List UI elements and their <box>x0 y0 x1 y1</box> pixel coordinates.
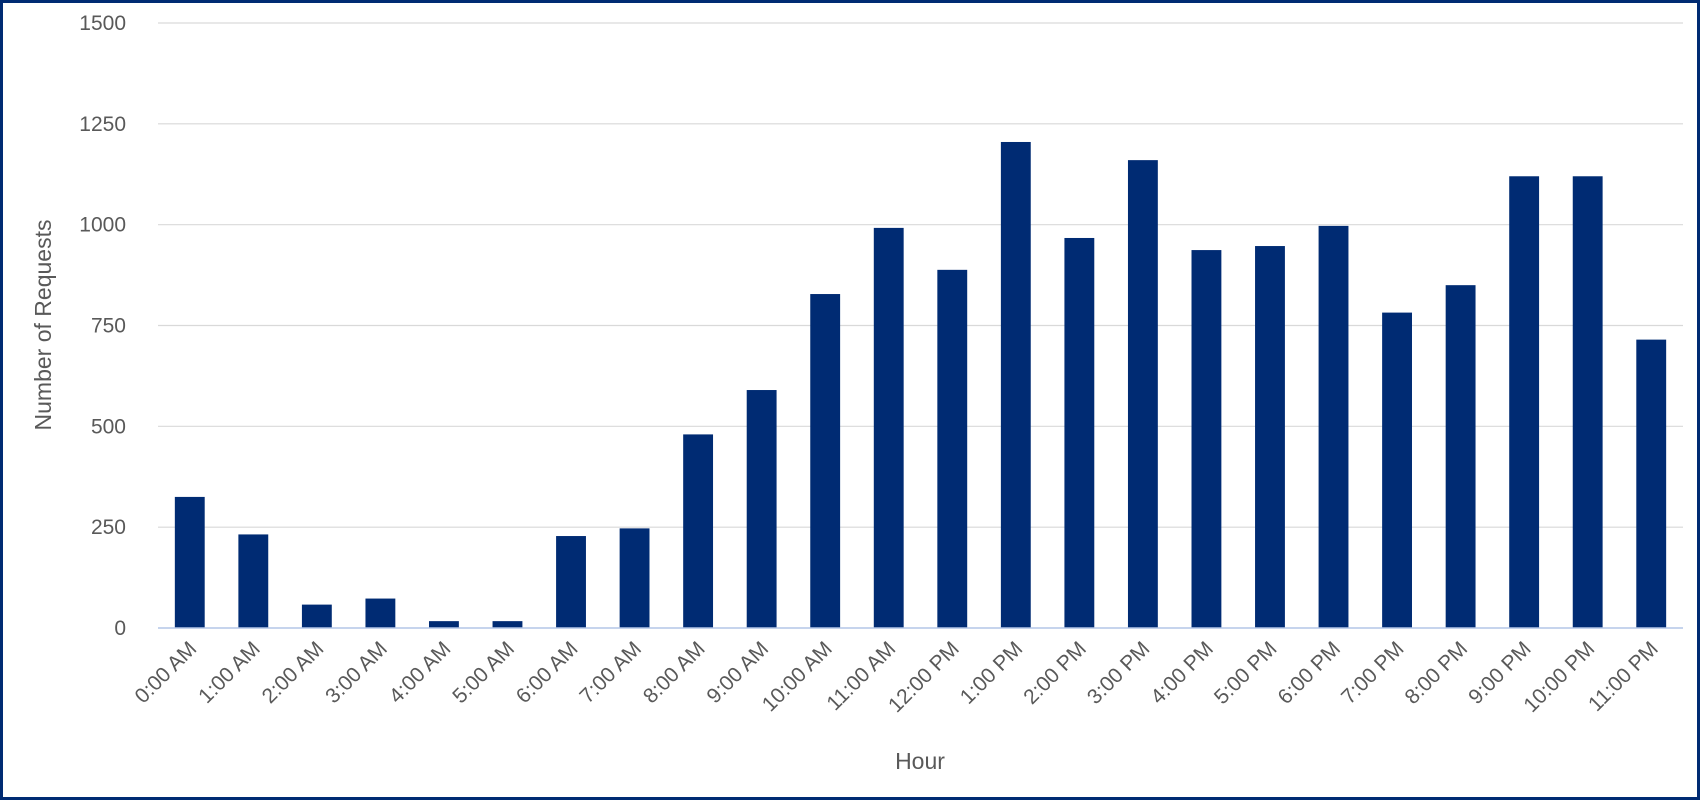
bar <box>1127 160 1158 628</box>
y-tick-label: 1250 <box>79 113 126 136</box>
y-tick-labels: 0 250 500 750 1000 1250 1500 <box>79 12 126 640</box>
x-tick-label: 7:00 AM <box>575 637 646 708</box>
bar <box>174 496 205 628</box>
bar <box>365 598 396 628</box>
x-axis-title: Hour <box>895 748 945 774</box>
gridlines <box>158 22 1683 528</box>
x-tick-label: 4:00 PM <box>1146 637 1218 709</box>
y-axis-title: Number of Requests <box>30 220 56 431</box>
bar <box>937 269 968 628</box>
bar <box>1191 250 1222 628</box>
bar <box>1572 176 1603 628</box>
bar <box>1318 225 1349 629</box>
bar <box>429 621 459 628</box>
x-tick-label: 2:00 PM <box>1019 637 1091 709</box>
bar <box>1509 176 1540 628</box>
x-tick-label: 2:00 AM <box>258 637 329 708</box>
y-tick-label: 0 <box>114 617 126 640</box>
x-tick-label: 3:00 AM <box>321 637 392 708</box>
x-tick-label: 0:00 AM <box>131 637 202 708</box>
bar <box>1000 141 1031 628</box>
bar <box>301 604 332 628</box>
bar <box>1382 312 1412 628</box>
x-tick-label: 8:00 AM <box>639 637 710 708</box>
x-tick-label: 3:00 PM <box>1083 637 1155 709</box>
y-tick-label: 1000 <box>79 214 126 237</box>
x-tick-label: 10:00 AM <box>758 637 837 716</box>
bar <box>1636 339 1667 628</box>
bar <box>1255 246 1285 628</box>
bars <box>174 141 1667 629</box>
bar <box>746 390 777 628</box>
bar <box>873 227 904 629</box>
x-tick-label: 5:00 PM <box>1210 637 1282 709</box>
y-tick-label: 750 <box>91 315 126 338</box>
x-tick-label: 6:00 PM <box>1273 637 1345 709</box>
bar <box>492 621 523 628</box>
x-tick-label: 5:00 AM <box>448 637 519 708</box>
bar <box>238 534 269 628</box>
bar <box>683 434 714 628</box>
x-tick-label: 11:00 PM <box>1584 637 1663 716</box>
x-tick-label: 1:00 AM <box>194 637 265 708</box>
bar <box>619 528 650 628</box>
bar <box>1064 237 1095 628</box>
x-tick-label: 8:00 PM <box>1401 637 1473 709</box>
x-tick-label: 1:00 PM <box>956 637 1028 709</box>
bar <box>810 294 841 628</box>
x-tick-label: 7:00 PM <box>1337 637 1409 709</box>
x-tick-label: 4:00 AM <box>385 637 456 708</box>
bar <box>1445 285 1476 628</box>
y-tick-label: 1500 <box>79 12 126 35</box>
y-tick-label: 250 <box>91 516 126 539</box>
bar <box>556 536 586 628</box>
x-tick-labels: 0:00 AM1:00 AM2:00 AM3:00 AM4:00 AM5:00 … <box>131 637 1663 717</box>
x-tick-label: 6:00 AM <box>512 637 583 708</box>
y-tick-label: 500 <box>91 415 126 438</box>
